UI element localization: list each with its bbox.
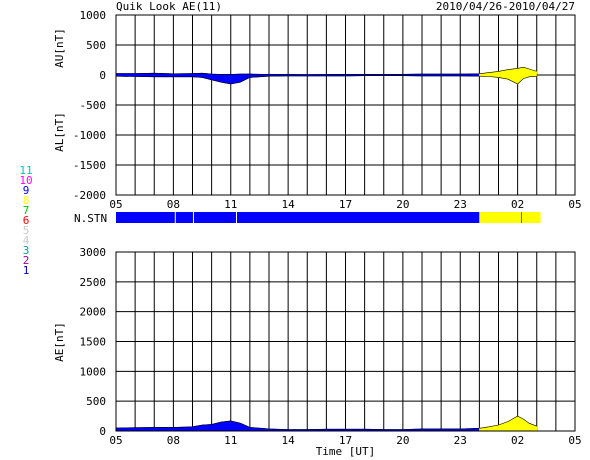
x-tick-label: 08 bbox=[167, 434, 180, 447]
y-tick-label: 1500 bbox=[80, 336, 107, 349]
y-tick-label: 2500 bbox=[80, 276, 107, 289]
station-number-7: 7 bbox=[23, 204, 30, 217]
x-tick-label: 05 bbox=[109, 434, 122, 447]
y-tick-label: -2000 bbox=[73, 189, 106, 202]
y-tick-label: 1000 bbox=[80, 9, 107, 22]
x-tick-label: 05 bbox=[109, 198, 122, 211]
al-line-yellow bbox=[479, 75, 537, 85]
x-tick-label: 20 bbox=[396, 198, 409, 211]
ae-line-blue bbox=[115, 420, 480, 430]
station-bar-segment-blue bbox=[116, 212, 480, 223]
x-tick-label: 11 bbox=[224, 434, 237, 447]
station-bar-segment-yellow bbox=[479, 212, 541, 223]
chart-title: Quik Look AE(11) bbox=[116, 0, 222, 13]
y-tick-label: -1500 bbox=[73, 159, 106, 172]
y-tick-label: 500 bbox=[86, 39, 106, 52]
station-number-3: 3 bbox=[23, 244, 30, 257]
x-tick-label: 17 bbox=[339, 434, 352, 447]
x-tick-label: 05 bbox=[568, 434, 581, 447]
station-number-10: 10 bbox=[19, 174, 32, 187]
au-al-area-blue bbox=[115, 72, 480, 85]
y-tick-label: -1000 bbox=[73, 129, 106, 142]
x-tick-label: 08 bbox=[167, 198, 180, 211]
plot-frame bbox=[115, 251, 576, 432]
y-tick-label: 3000 bbox=[80, 246, 107, 259]
ae-axis-label: AE[nT] bbox=[53, 322, 66, 362]
au-axis-label: AU[nT] bbox=[53, 28, 66, 68]
x-tick-label: 02 bbox=[511, 434, 524, 447]
x-tick-label: 14 bbox=[282, 434, 296, 447]
x-tick-label: 05 bbox=[568, 198, 581, 211]
station-number-5: 5 bbox=[23, 224, 30, 237]
station-number-11: 11 bbox=[19, 164, 32, 177]
station-count-bar: N.STN bbox=[74, 212, 541, 225]
station-number-1: 1 bbox=[23, 264, 30, 277]
y-tick-label: 0 bbox=[99, 425, 106, 438]
x-tick-label: 17 bbox=[339, 198, 352, 211]
y-tick-label: 1000 bbox=[80, 365, 107, 378]
date-range: 2010/04/26-2010/04/27 bbox=[436, 0, 575, 13]
station-number-8: 8 bbox=[23, 194, 30, 207]
au-line-yellow bbox=[479, 66, 537, 75]
station-number-4: 4 bbox=[23, 234, 30, 247]
plot-frame bbox=[115, 14, 576, 196]
station-number-6: 6 bbox=[23, 214, 30, 227]
x-tick-label: 23 bbox=[454, 198, 467, 211]
al-axis-label: AL[nT] bbox=[53, 112, 66, 152]
station-number-9: 9 bbox=[23, 184, 30, 197]
y-tick-label: 2000 bbox=[80, 306, 107, 319]
nstn-label: N.STN bbox=[74, 212, 107, 225]
x-axis-label: Time [UT] bbox=[316, 445, 376, 458]
x-tick-label: 14 bbox=[282, 198, 296, 211]
y-tick-label: 500 bbox=[86, 395, 106, 408]
ae-line-yellow bbox=[479, 415, 537, 429]
y-tick-label: 0 bbox=[99, 69, 106, 82]
al-line-blue bbox=[115, 75, 480, 85]
y-tick-label: -500 bbox=[80, 99, 107, 112]
ae-area-yellow bbox=[479, 415, 538, 432]
au-line-blue bbox=[116, 72, 480, 75]
station-number-2: 2 bbox=[23, 254, 30, 267]
x-tick-label: 11 bbox=[224, 198, 237, 211]
x-tick-label: 02 bbox=[511, 198, 524, 211]
x-tick-label: 23 bbox=[454, 434, 467, 447]
x-tick-label: 20 bbox=[396, 434, 409, 447]
